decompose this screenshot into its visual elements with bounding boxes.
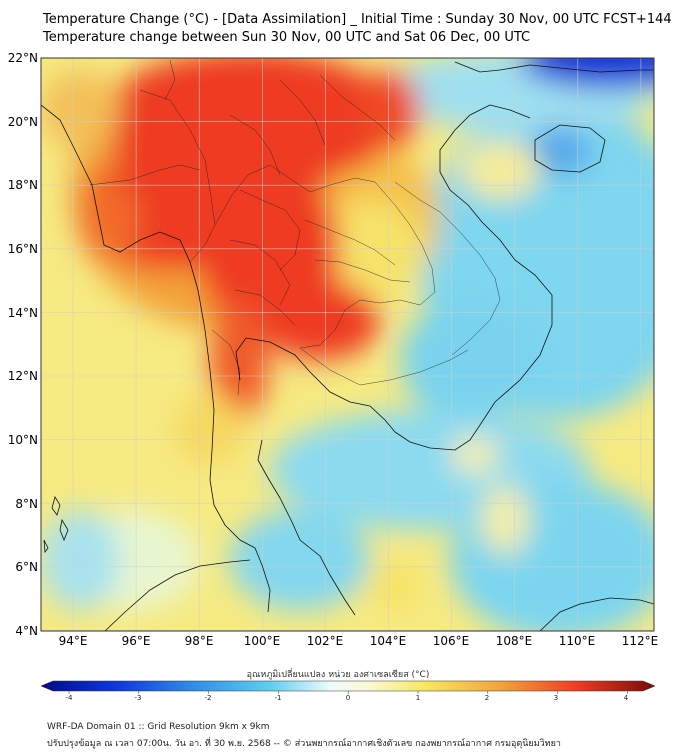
lon-label: 108°E — [495, 634, 533, 648]
lat-label: 4°N — [15, 624, 38, 638]
colorbar-tick-label: 3 — [553, 694, 559, 702]
lat-label: 18°N — [7, 178, 38, 192]
colorbar-tick-label: -3 — [134, 694, 142, 702]
map-frame — [40, 57, 655, 632]
lat-label: 8°N — [15, 497, 38, 511]
lon-label: 104°E — [369, 634, 407, 648]
colorbar-tick-label: 1 — [415, 694, 421, 702]
admin-boundaries — [89, 59, 501, 396]
footer-line-2: ปรับปรุงข้อมูล ณ เวลา 07:00น. วัน อา. ที… — [47, 739, 561, 749]
title-line-2: Temperature change between Sun 30 Nov, 0… — [43, 30, 531, 45]
lon-label: 106°E — [432, 634, 470, 648]
lon-label: 110°E — [558, 634, 596, 648]
lon-label: 94°E — [58, 634, 88, 648]
colorbar-tick-label: -1 — [274, 694, 282, 702]
colorbar-tick-label: 2 — [484, 694, 490, 702]
graticule — [41, 58, 654, 631]
coastlines — [41, 61, 654, 631]
colorbar-tick-label: -4 — [65, 694, 73, 702]
lon-label: 112°E — [621, 634, 659, 648]
lat-label: 20°N — [7, 115, 38, 129]
colorbar-tick-label: -2 — [204, 694, 212, 702]
lat-label: 10°N — [7, 433, 38, 447]
title-line-1: Temperature Change (°C) - [Data Assimila… — [43, 12, 672, 27]
lon-label: 96°E — [121, 634, 151, 648]
footer-line-1: WRF-DA Domain 01 :: Grid Resolution 9km … — [47, 722, 270, 732]
colorbar — [40, 680, 656, 692]
lat-label: 22°N — [7, 51, 38, 65]
lon-label: 100°E — [243, 634, 281, 648]
lat-label: 16°N — [7, 242, 38, 256]
temperature-field — [41, 58, 654, 631]
lon-label: 102°E — [306, 634, 344, 648]
lat-label: 6°N — [15, 560, 38, 574]
lat-label: 12°N — [7, 369, 38, 383]
colorbar-tick-label: 0 — [345, 694, 351, 702]
colorbar-tick-label: 4 — [623, 694, 629, 702]
lon-label: 98°E — [184, 634, 214, 648]
colorbar-title: อุณหภูมิเปลี่ยนแปลง หน่วย องศาเซลเซียส (… — [246, 670, 430, 680]
lat-label: 14°N — [7, 306, 38, 320]
